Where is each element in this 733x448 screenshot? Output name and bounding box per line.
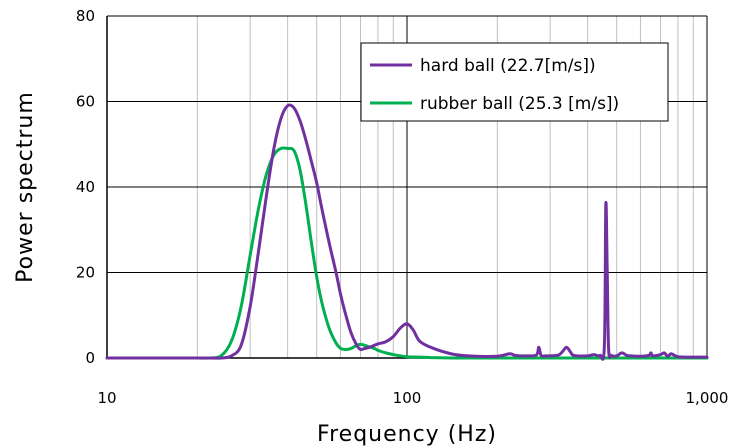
- legend-box: [360, 42, 669, 122]
- legend-label-rubber-ball: rubber ball (25.3 [m/s]): [420, 94, 619, 114]
- x-tick-label: 1,000: [686, 389, 729, 407]
- series-group: [105, 103, 709, 361]
- series-line-rubber-ball: [105, 146, 709, 360]
- y-tick-label: 20: [76, 264, 95, 282]
- x-tick-label: 10: [97, 389, 116, 407]
- legend: hard ball (22.7[m/s]) rubber ball (25.3 …: [360, 42, 669, 122]
- y-tick-label: 0: [85, 349, 95, 367]
- x-tick-label: 100: [393, 389, 422, 407]
- tick-labels: 0 20 40 60 80 10 100 1,000: [76, 7, 729, 407]
- y-axis-title: Power spectrum: [13, 91, 38, 283]
- y-tick-label: 80: [76, 7, 95, 25]
- y-tick-label: 60: [76, 93, 95, 111]
- x-axis-title: Frequency (Hz): [317, 422, 497, 447]
- series-line-hard-ball: [105, 103, 709, 361]
- y-tick-label: 40: [76, 178, 95, 196]
- legend-label-hard-ball: hard ball (22.7[m/s]): [420, 56, 596, 76]
